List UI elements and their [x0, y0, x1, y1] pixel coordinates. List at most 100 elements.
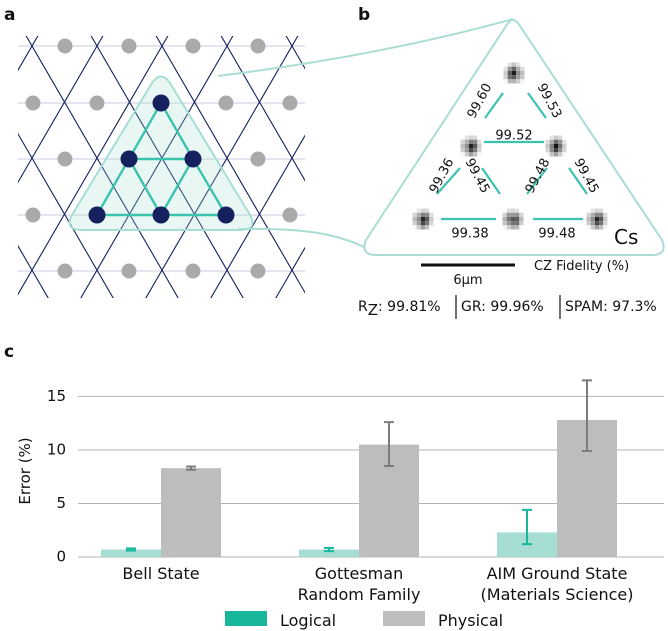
atom-pixel — [594, 208, 600, 213]
atom-pixel — [562, 139, 567, 144]
cz-link — [527, 92, 547, 119]
atom-pixel — [558, 143, 563, 149]
lattice-diagonal — [80, 36, 234, 298]
atom-pixel — [590, 225, 595, 230]
atom-pixel — [549, 135, 554, 140]
cz-fidelity-label: 99.38 — [451, 227, 488, 242]
atom-pixel — [502, 208, 507, 213]
atom-pixel — [468, 143, 474, 149]
atom-pixel — [515, 216, 520, 222]
atom-pixel — [416, 208, 421, 213]
highlight-edge — [159, 158, 195, 216]
atom-pixel — [420, 212, 426, 217]
atom-pixel — [468, 152, 474, 157]
lattice-node — [25, 207, 41, 223]
atom-pixel — [516, 62, 521, 67]
atom-pixel — [477, 152, 482, 157]
atom-pixel — [549, 143, 554, 149]
atom-pixel — [506, 212, 511, 217]
scale-bar-label: 6µm — [453, 273, 482, 288]
atom-pixel — [429, 208, 434, 213]
lattice-diagonal — [18, 36, 104, 184]
atom-pixel — [473, 143, 478, 149]
atom-pixel — [594, 225, 600, 230]
atom-pixel — [553, 143, 559, 149]
panel-a-label: a — [4, 5, 15, 25]
atom-pixel — [599, 225, 604, 230]
zoom-connector-bottom — [237, 227, 376, 254]
atom-pixel — [425, 221, 430, 226]
atom-pixel — [506, 216, 511, 222]
atom-pixel — [515, 208, 520, 213]
atom-pixel — [562, 135, 567, 140]
rz-metric: RZ: 99.81% — [358, 299, 441, 319]
lattice-diagonal — [210, 134, 305, 298]
atom-pixel — [549, 148, 554, 153]
atom-pixel — [507, 62, 512, 67]
atom-pixel — [558, 135, 563, 140]
atom-pixel — [416, 212, 421, 217]
atom-pixel — [468, 139, 474, 144]
atom-pixel — [502, 212, 507, 217]
atom-pixel — [594, 212, 600, 217]
atom-pixel — [507, 66, 512, 71]
atom-pixel — [420, 208, 426, 213]
atom-pixel — [464, 148, 469, 153]
atom-pixel — [519, 208, 524, 213]
atom-pixel — [545, 148, 550, 153]
atom-pixel — [473, 135, 478, 140]
y-tick-label: 15 — [47, 387, 66, 405]
atom-pixel — [553, 152, 559, 157]
lattice-diagonal — [661, 0, 668, 566]
atom-pixel — [519, 221, 524, 226]
atom-image — [460, 135, 482, 157]
atom-pixel — [558, 139, 563, 144]
legend-label: Physical — [438, 611, 503, 630]
atom-pixel — [477, 148, 482, 153]
cz-links — [436, 92, 588, 221]
atom-pixel — [603, 212, 608, 217]
lattice-node — [57, 263, 73, 279]
atom-pixel — [516, 70, 521, 76]
atom-pixel — [412, 212, 417, 217]
atom-pixel — [594, 221, 600, 226]
atom-pixel — [594, 216, 600, 222]
atom-pixel — [510, 208, 516, 213]
atom-pixel — [599, 216, 604, 222]
atom-pixel — [590, 216, 595, 222]
atom-pixel — [510, 221, 516, 226]
atom-pixel — [553, 135, 559, 140]
atom-pixel — [516, 79, 521, 84]
atom-pixel — [425, 216, 430, 222]
lattice-diagonal — [145, 36, 299, 298]
spam-metric: SPAM: 97.3% — [565, 299, 657, 315]
active-qubit-node — [152, 94, 170, 112]
zoom-triangle-outline — [363, 19, 665, 256]
atom-pixel — [545, 139, 550, 144]
lattice-node — [282, 207, 298, 223]
atom-pixel — [460, 143, 465, 149]
lattice-node — [89, 95, 105, 111]
atom-pixel — [515, 221, 520, 226]
x-tick-label: Gottesman — [315, 564, 403, 583]
atom-pixel — [562, 143, 567, 149]
atom-pixel — [429, 216, 434, 222]
atom-pixel — [473, 152, 478, 157]
atom-pixel — [460, 148, 465, 153]
atom-pixel — [510, 216, 516, 222]
logical-bar — [101, 549, 161, 557]
atom-pixel — [416, 225, 421, 230]
atom-pixel — [425, 208, 430, 213]
atom-pixel — [603, 208, 608, 213]
atom-pixel — [503, 75, 508, 80]
logical-bar — [299, 549, 359, 557]
atom-pixel — [519, 216, 524, 222]
lattice-diagonal — [0, 0, 9, 566]
atom-pixel — [603, 225, 608, 230]
atom-pixel — [586, 221, 591, 226]
y-axis-label: Error (%) — [16, 437, 34, 504]
panel-b-label: b — [358, 5, 370, 25]
lattice-node — [57, 151, 73, 167]
active-qubit-node — [152, 206, 170, 224]
cz-link — [568, 167, 588, 195]
